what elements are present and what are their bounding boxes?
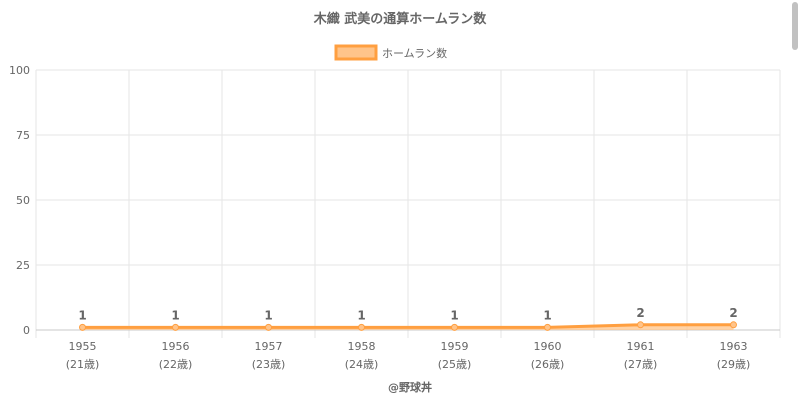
data-label: 1 [171,308,179,322]
data-point [358,323,365,331]
data-label: 1 [264,308,272,322]
y-tick-label: 50 [16,194,30,207]
data-label: 1 [78,308,86,322]
y-tick-label: 25 [16,259,30,272]
x-tick-label: 1957 [255,340,283,353]
x-tick-label: 1956 [162,340,190,353]
x-tick-sublabel: (26歳) [531,358,565,371]
x-tick-label: 1960 [534,340,562,353]
y-tick-label: 75 [16,129,30,142]
data-label: 2 [636,306,644,320]
chart-credit: @野球丼 [388,380,432,394]
legend-swatch [334,44,378,61]
x-tick-label: 1961 [627,340,655,353]
x-tick-sublabel: (29歳) [717,358,751,371]
data-label: 2 [729,306,737,320]
x-tick-sublabel: (21歳) [66,358,100,371]
x-tick-label: 1959 [441,340,469,353]
x-tick-label: 1958 [348,340,376,353]
data-label: 1 [450,308,458,322]
x-tick-label: 1955 [69,340,97,353]
scrollbar-thumb[interactable] [792,2,798,50]
data-point [172,323,179,331]
data-point [637,321,644,329]
legend[interactable]: ホームラン数 [334,44,447,61]
grid [35,69,781,338]
x-tick-sublabel: (25歳) [438,358,472,371]
x-tick-sublabel: (23歳) [252,358,286,371]
data-point [451,323,458,331]
x-tick-sublabel: (24歳) [345,358,379,371]
y-tick-label: 0 [23,324,30,337]
x-tick-label: 1963 [720,340,748,353]
legend-label: ホームラン数 [382,47,447,60]
x-tick-sublabel: (22歳) [159,358,193,371]
y-tick-label: 100 [9,64,30,77]
data-label: 1 [543,308,551,322]
data-point [730,321,737,329]
series-layer [79,321,737,331]
data-point [79,323,86,331]
axes: 0 25 50 75 100 1955 (21歳) 1956 (22歳) 1957 (23歳) 195… [9,64,780,371]
data-point [544,323,551,331]
data-point [265,323,272,331]
data-labels: 1 1 1 1 1 1 2 2 [78,306,737,323]
x-tick-sublabel: (27歳) [624,358,658,371]
series-line [82,323,734,329]
data-label: 1 [357,308,365,322]
chart-title: 木織 武美の通算ホームラン数 [313,11,487,27]
